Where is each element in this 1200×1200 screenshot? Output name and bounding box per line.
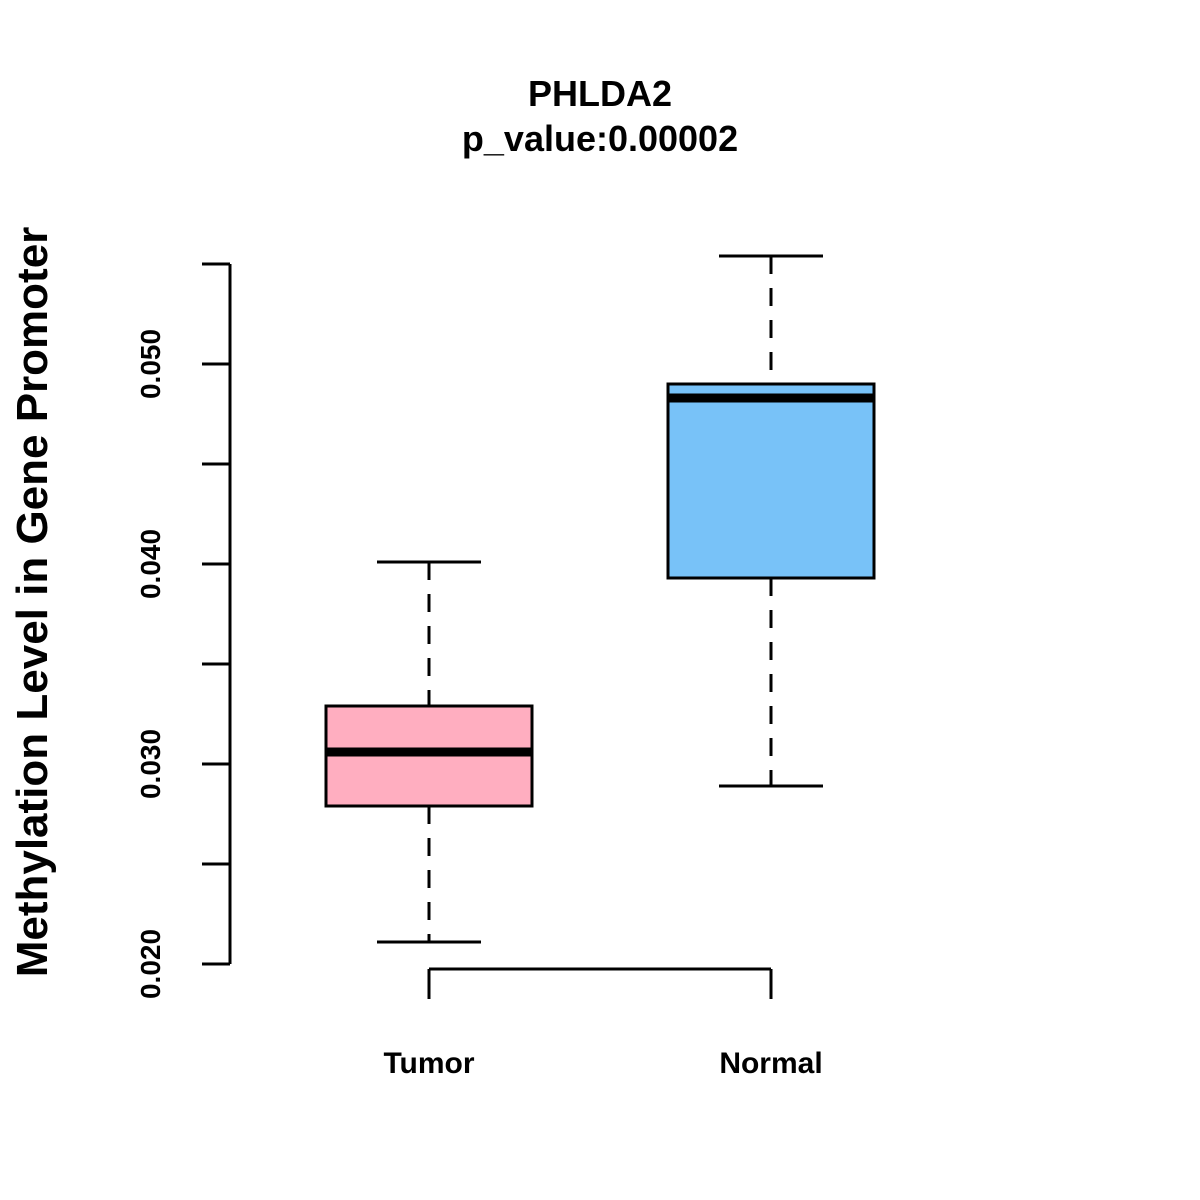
y-axis: 0.020 0.030 0.040 0.050 [135, 262, 232, 999]
y-tick-label: 0.030 [135, 729, 166, 799]
boxes [324, 254, 876, 944]
y-tick-label: 0.020 [135, 929, 166, 999]
x-tick-label-normal: Normal [719, 1047, 822, 1080]
chart-title: PHLDA2 [528, 73, 672, 114]
y-tick-label: 0.050 [135, 329, 166, 399]
x-tick-label-tumor: Tumor [383, 1047, 474, 1080]
y-axis-label: Methylation Level in Gene Promoter [8, 227, 57, 978]
x-axis: Tumor Normal [383, 967, 823, 1080]
y-tick-label: 0.040 [135, 529, 166, 599]
box-tumor [324, 560, 534, 944]
chart-subtitle: p_value:0.00002 [462, 118, 738, 159]
box-normal [666, 254, 876, 788]
iqr-box [666, 382, 876, 580]
